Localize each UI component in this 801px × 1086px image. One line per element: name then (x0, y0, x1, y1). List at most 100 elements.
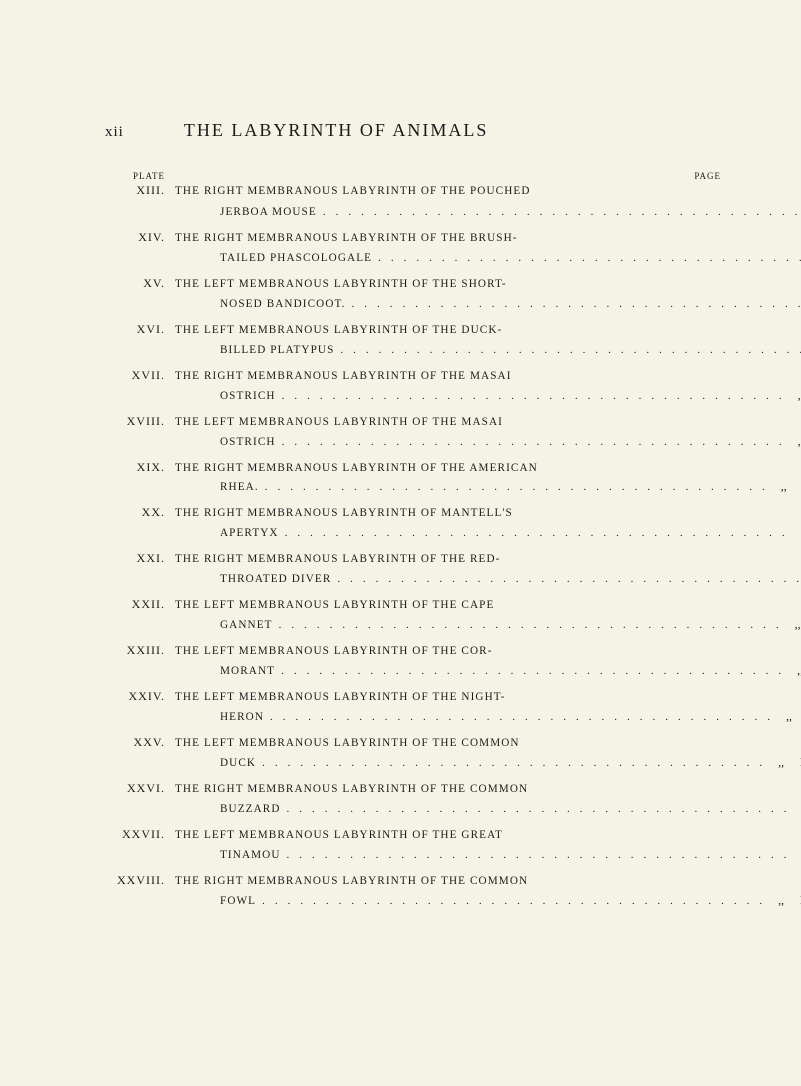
entries-list: XIII.THE RIGHT MEMBRANOUS LABYRINTH OF T… (105, 183, 721, 909)
entry-subline: OSTRICH.................................… (220, 388, 801, 404)
toc-entry: XXV.THE LEFT MEMBRANOUS LABYRINTH OF THE… (105, 735, 721, 771)
entry-subtext: DUCK (220, 757, 256, 769)
entry-title: THE RIGHT MEMBRANOUS LABYRINTH OF THE RE… (175, 551, 801, 569)
plate-label: PLATE (105, 171, 175, 181)
ditto-mark: ,, (786, 709, 798, 724)
ditto-mark: ,, (778, 893, 790, 908)
entry-subline: THROATED DIVER..........................… (220, 571, 801, 587)
toc-entry: XXII.THE LEFT MEMBRANOUS LABYRINTH OF TH… (105, 597, 721, 633)
entry-body: THE LEFT MEMBRANOUS LABYRINTH OF THE COR… (175, 643, 801, 679)
entry-body: THE RIGHT MEMBRANOUS LABYRINTH OF THE BR… (175, 230, 801, 266)
plate-number: XXIV. (105, 689, 175, 704)
plate-number: XXV. (105, 735, 175, 750)
entry-title: THE LEFT MEMBRANOUS LABYRINTH OF THE NIG… (175, 689, 801, 707)
toc-entry: XV.THE LEFT MEMBRANOUS LABYRINTH OF THE … (105, 276, 721, 312)
entry-subline: FOWL....................................… (220, 893, 801, 909)
entry-title: THE RIGHT MEMBRANOUS LABYRINTH OF THE AM… (175, 460, 801, 478)
entry-body: THE LEFT MEMBRANOUS LABYRINTH OF THE COM… (175, 735, 801, 771)
toc-entry: XXI.THE RIGHT MEMBRANOUS LABYRINTH OF TH… (105, 551, 721, 587)
entry-subtext: MORANT (220, 665, 275, 677)
entry-body: THE LEFT MEMBRANOUS LABYRINTH OF THE MAS… (175, 414, 801, 450)
leader-dots: ........................................ (279, 527, 801, 539)
entry-title: THE LEFT MEMBRANOUS LABYRINTH OF THE MAS… (175, 414, 801, 432)
label-row: PLATE PAGE (105, 171, 721, 181)
entry-body: THE RIGHT MEMBRANOUS LABYRINTH OF THE PO… (175, 183, 801, 220)
plate-number: XX. (105, 505, 175, 520)
page-reference: 146 (790, 755, 801, 771)
leader-dots: ........................................ (276, 436, 798, 448)
entry-title: THE RIGHT MEMBRANOUS LABYRINTH OF THE CO… (175, 781, 801, 799)
entry-body: THE RIGHT MEMBRANOUS LABYRINTH OF THE CO… (175, 873, 801, 909)
page-reference: 120 (793, 479, 801, 495)
entry-title: THE RIGHT MEMBRANOUS LABYRINTH OF THE BR… (175, 230, 801, 248)
entry-body: THE LEFT MEMBRANOUS LABYRINTH OF THE DUC… (175, 322, 801, 358)
leader-dots: ........................................ (317, 206, 801, 218)
entry-subline: TAILED PHASCOLOGALE.....................… (220, 250, 801, 266)
entry-subtext: JERBOA MOUSE (220, 206, 317, 218)
entry-subline: BILLED PLATYPUS.........................… (220, 342, 801, 358)
plate-number: XXVI. (105, 781, 175, 796)
entry-title: THE LEFT MEMBRANOUS LABYRINTH OF THE COM… (175, 735, 801, 753)
plate-number: XXI. (105, 551, 175, 566)
entry-subline: RHEA....................................… (220, 479, 801, 495)
plate-number: XXVII. (105, 827, 175, 842)
ditto-mark: ,, (778, 755, 790, 770)
entry-subline: NOSED BANDICOOT.........................… (220, 296, 801, 312)
leader-dots: ........................................ (256, 757, 778, 769)
entry-body: THE LEFT MEMBRANOUS LABYRINTH OF THE GRE… (175, 827, 801, 863)
entry-title: THE RIGHT MEMBRANOUS LABYRINTH OF THE CO… (175, 873, 801, 891)
entry-subtext: FOWL (220, 895, 256, 907)
leader-dots: ........................................ (281, 849, 801, 861)
toc-entry: XIII.THE RIGHT MEMBRANOUS LABYRINTH OF T… (105, 183, 721, 220)
entry-subline: BUZZARD.................................… (220, 801, 801, 817)
header-line: xii THE LABYRINTH OF ANIMALS (105, 120, 721, 141)
entry-body: THE LEFT MEMBRANOUS LABYRINTH OF THE SHO… (175, 276, 801, 312)
plate-number: XXIII. (105, 643, 175, 658)
entry-title: THE RIGHT MEMBRANOUS LABYRINTH OF THE PO… (175, 183, 801, 201)
entry-subline: APERTYX.................................… (220, 525, 801, 541)
plate-number: XXVIII. (105, 873, 175, 888)
entry-subtext: APERTYX (220, 527, 279, 539)
ditto-mark: ,, (795, 617, 801, 632)
entry-subline: TINAMOU.................................… (220, 847, 801, 863)
entry-subtext: THROATED DIVER (220, 573, 331, 585)
leader-dots: ........................................ (259, 481, 781, 493)
ditto-mark: ,, (781, 479, 793, 494)
page-number: xii (105, 124, 124, 141)
entry-title: THE LEFT MEMBRANOUS LABYRINTH OF THE DUC… (175, 322, 801, 340)
leader-dots: ........................................ (273, 619, 795, 631)
plate-number: XVI. (105, 322, 175, 337)
page: xii THE LABYRINTH OF ANIMALS PLATE PAGE … (0, 0, 801, 979)
entry-title: THE LEFT MEMBRANOUS LABYRINTH OF THE COR… (175, 643, 801, 661)
leader-dots: ........................................ (372, 252, 801, 264)
plate-number: XV. (105, 276, 175, 291)
toc-entry: XX.THE RIGHT MEMBRANOUS LABYRINTH OF MAN… (105, 505, 721, 541)
plate-number: XVII. (105, 368, 175, 383)
entry-subtext: OSTRICH (220, 390, 276, 402)
entry-subtext: BILLED PLATYPUS (220, 344, 334, 356)
entry-title: THE RIGHT MEMBRANOUS LABYRINTH OF MANTEL… (175, 505, 801, 523)
ditto-mark: ,, (798, 434, 801, 449)
plate-number: XIX. (105, 460, 175, 475)
plate-number: XVIII. (105, 414, 175, 429)
toc-entry: XIX.THE RIGHT MEMBRANOUS LABYRINTH OF TH… (105, 460, 721, 496)
entry-title: THE LEFT MEMBRANOUS LABYRINTH OF THE GRE… (175, 827, 801, 845)
leader-dots: ........................................ (346, 298, 801, 310)
leader-dots: ........................................ (281, 803, 801, 815)
leader-dots: ........................................ (331, 573, 801, 585)
entry-body: THE LEFT MEMBRANOUS LABYRINTH OF THE NIG… (175, 689, 801, 725)
entry-subtext: HERON (220, 711, 264, 723)
toc-entry: XVI.THE LEFT MEMBRANOUS LABYRINTH OF THE… (105, 322, 721, 358)
entry-subtext: NOSED BANDICOOT. (220, 298, 346, 310)
toc-entry: XXIV.THE LEFT MEMBRANOUS LABYRINTH OF TH… (105, 689, 721, 725)
entry-body: THE RIGHT MEMBRANOUS LABYRINTH OF THE CO… (175, 781, 801, 817)
entry-subline: MORANT..................................… (220, 663, 801, 679)
entry-body: THE RIGHT MEMBRANOUS LABYRINTH OF THE AM… (175, 460, 801, 496)
entry-subline: HERON...................................… (220, 709, 801, 725)
leader-dots: ........................................ (275, 665, 797, 677)
entry-subtext: TAILED PHASCOLOGALE (220, 252, 372, 264)
entry-subtext: OSTRICH (220, 436, 276, 448)
leader-dots: ........................................ (256, 895, 778, 907)
ditto-mark: ,, (798, 388, 801, 403)
toc-entry: XXIII.THE LEFT MEMBRANOUS LABYRINTH OF T… (105, 643, 721, 679)
